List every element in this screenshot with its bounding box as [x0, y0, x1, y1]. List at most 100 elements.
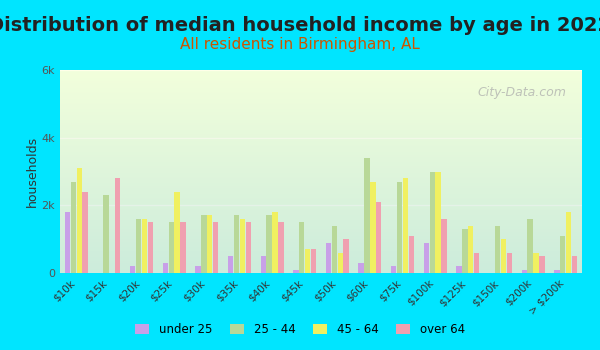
Bar — [130, 266, 136, 273]
Bar — [364, 158, 370, 273]
Bar — [358, 263, 364, 273]
Bar — [201, 216, 206, 273]
Bar — [136, 219, 142, 273]
Bar — [169, 222, 174, 273]
Bar — [142, 219, 147, 273]
Bar — [332, 226, 337, 273]
Bar — [462, 229, 467, 273]
Bar — [148, 222, 153, 273]
Bar — [495, 226, 500, 273]
Bar — [115, 178, 121, 273]
Bar — [500, 239, 506, 273]
Text: All residents in Birmingham, AL: All residents in Birmingham, AL — [180, 37, 420, 52]
Bar — [572, 256, 577, 273]
Bar — [293, 270, 299, 273]
Bar — [441, 219, 446, 273]
Bar — [343, 239, 349, 273]
Bar — [103, 195, 109, 273]
Bar — [441, 219, 446, 273]
Bar — [500, 239, 506, 273]
Bar — [278, 222, 284, 273]
Bar — [397, 182, 403, 273]
Bar — [207, 216, 212, 273]
Bar — [358, 263, 364, 273]
Y-axis label: households: households — [26, 136, 39, 207]
Bar — [103, 195, 109, 273]
Bar — [207, 216, 212, 273]
Bar — [343, 239, 349, 273]
Bar — [175, 192, 180, 273]
Bar — [424, 243, 429, 273]
Bar — [403, 178, 408, 273]
Bar — [163, 263, 168, 273]
Bar — [376, 202, 382, 273]
Bar — [234, 216, 239, 273]
Bar — [136, 219, 142, 273]
Bar — [462, 229, 467, 273]
Bar — [397, 182, 403, 273]
Bar — [169, 222, 174, 273]
Bar — [424, 243, 429, 273]
Bar — [82, 192, 88, 273]
Bar — [71, 182, 76, 273]
Bar — [506, 253, 512, 273]
Legend: under 25, 25 - 44, 45 - 64, over 64: under 25, 25 - 44, 45 - 64, over 64 — [130, 318, 470, 341]
Bar — [554, 270, 560, 273]
Bar — [566, 212, 571, 273]
Bar — [266, 216, 272, 273]
Bar — [391, 266, 397, 273]
Bar — [260, 256, 266, 273]
Bar — [474, 253, 479, 273]
Bar — [180, 222, 185, 273]
Bar — [213, 222, 218, 273]
Bar — [311, 249, 316, 273]
Bar — [272, 212, 278, 273]
Bar — [566, 212, 571, 273]
Bar — [332, 226, 337, 273]
Bar — [409, 236, 414, 273]
Bar — [142, 219, 147, 273]
Bar — [364, 158, 370, 273]
Bar — [403, 178, 408, 273]
Bar — [278, 222, 284, 273]
Bar — [293, 270, 299, 273]
Text: Distribution of median household income by age in 2022: Distribution of median household income … — [0, 16, 600, 35]
Bar — [474, 253, 479, 273]
Bar — [130, 266, 136, 273]
Bar — [436, 172, 441, 273]
Bar — [260, 256, 266, 273]
Bar — [239, 219, 245, 273]
Bar — [430, 172, 435, 273]
Bar — [457, 266, 462, 273]
Bar — [163, 263, 168, 273]
Bar — [560, 236, 565, 273]
Bar — [234, 216, 239, 273]
Bar — [228, 256, 233, 273]
Bar — [266, 216, 272, 273]
Bar — [65, 212, 70, 273]
Bar — [245, 222, 251, 273]
Bar — [201, 216, 206, 273]
Bar — [560, 236, 565, 273]
Bar — [539, 256, 545, 273]
Bar — [196, 266, 201, 273]
Bar — [148, 222, 153, 273]
Bar — [175, 192, 180, 273]
Bar — [521, 270, 527, 273]
Bar — [71, 182, 76, 273]
Bar — [299, 222, 304, 273]
Bar — [299, 222, 304, 273]
Bar — [272, 212, 278, 273]
Bar — [409, 236, 414, 273]
Bar — [506, 253, 512, 273]
Bar — [533, 253, 539, 273]
Text: City-Data.com: City-Data.com — [478, 86, 566, 99]
Bar — [521, 270, 527, 273]
Bar — [65, 212, 70, 273]
Bar — [457, 266, 462, 273]
Bar — [554, 270, 560, 273]
Bar — [77, 168, 82, 273]
Bar — [430, 172, 435, 273]
Bar — [77, 168, 82, 273]
Bar — [305, 249, 310, 273]
